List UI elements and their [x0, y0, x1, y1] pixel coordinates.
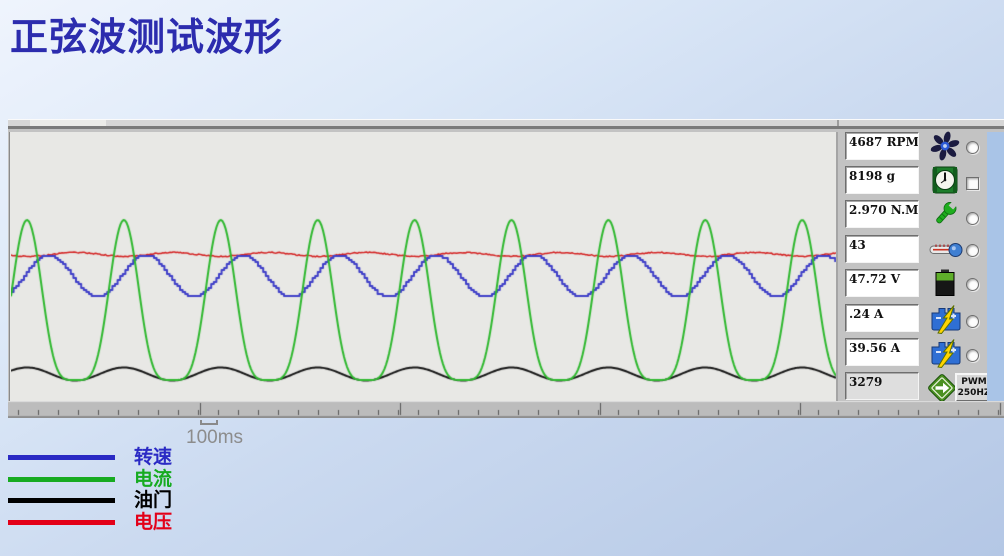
legend-item-speed: 转速: [8, 447, 172, 469]
legend-line-throttle: [8, 498, 115, 504]
readout-current[interactable]: 39.56 A: [845, 338, 919, 366]
readout-torque[interactable]: 2.970 N.M: [845, 200, 919, 228]
legend-item-throttle: 油门: [8, 490, 172, 512]
legend-line-voltage: [8, 519, 115, 525]
wrench-icon: [929, 198, 961, 230]
readout-row: 47.72 V: [838, 269, 997, 299]
current-small-radio[interactable]: [966, 315, 979, 328]
waveform-canvas: [11, 132, 837, 401]
readout-temperature[interactable]: 43: [845, 235, 919, 263]
readout-row: 8198 g: [838, 166, 997, 196]
legend-line-current: [8, 476, 115, 482]
legend-label-current: 电流: [134, 468, 173, 490]
pwm-button-line1: PWM: [961, 376, 987, 387]
readout-row: 3279 PWM 250HZ: [838, 372, 997, 402]
scrollbar-divider: [837, 120, 839, 126]
readout-row: 39.56 A: [838, 336, 997, 369]
time-scale-label: 100ms: [186, 427, 244, 448]
gauge-icon: [929, 164, 961, 196]
thermometer-icon: [929, 239, 963, 271]
readout-row: 4687 RPM: [838, 130, 997, 162]
torque-radio[interactable]: [966, 212, 979, 225]
page-title: 正弦波测试波形: [10, 14, 284, 59]
waveform-plot: [9, 132, 837, 401]
legend-label-throttle: 油门: [134, 490, 173, 512]
control-panel: 4687 RPM: [836, 130, 997, 402]
rpm-radio[interactable]: [966, 141, 979, 154]
legend-line-speed: [8, 455, 115, 461]
battery-icon: [929, 267, 961, 299]
readout-current-small[interactable]: .24 A: [845, 304, 919, 332]
voltage-radio[interactable]: [966, 278, 979, 291]
legend-label-speed: 转速: [134, 447, 173, 469]
waveform-legend: 转速 电流 油门 电压: [8, 447, 172, 533]
panel-right-gap: [987, 132, 1004, 401]
time-axis-ruler: [8, 401, 1004, 418]
legend-item-current: 电流: [8, 469, 172, 491]
readout-thrust[interactable]: 8198 g: [845, 166, 919, 194]
current-radio[interactable]: [966, 349, 979, 362]
readout-rpm[interactable]: 4687 RPM: [845, 132, 919, 160]
battery-charge-icon: [929, 302, 961, 335]
readout-row: 43: [838, 235, 997, 265]
temperature-radio[interactable]: [966, 244, 979, 257]
scrollbar-thumb[interactable]: [30, 120, 106, 126]
diamond-arrow-icon: [926, 372, 958, 404]
readout-row: 2.970 N.M: [838, 200, 997, 230]
pwm-button-line2: 250HZ: [957, 388, 991, 398]
legend-label-voltage: 电压: [134, 511, 173, 533]
readout-pwm[interactable]: 3279: [845, 372, 919, 400]
pwm-frequency-button[interactable]: PWM 250HZ: [955, 373, 993, 402]
top-scrollbar[interactable]: [8, 119, 1004, 129]
thrust-checkbox[interactable]: [966, 177, 979, 190]
battery-charge-icon: [929, 336, 961, 369]
fan-icon: [929, 130, 961, 162]
legend-item-voltage: 电压: [8, 512, 172, 534]
readout-row: .24 A: [838, 302, 997, 335]
time-scale-bracket: [200, 420, 218, 425]
scope-panel: 4687 RPM: [8, 119, 1004, 418]
readout-voltage[interactable]: 47.72 V: [845, 269, 919, 297]
